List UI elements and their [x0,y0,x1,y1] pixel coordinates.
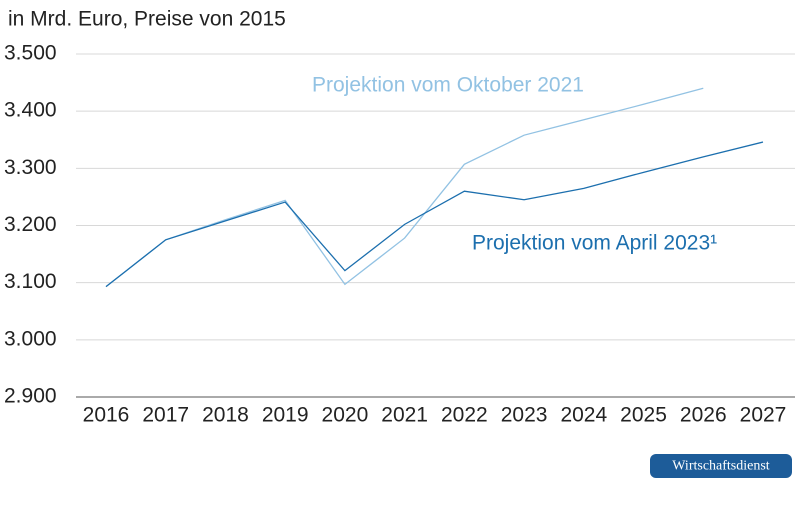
y-tick-label: 3.100 [4,270,57,293]
y-tick-label: 3.300 [4,156,57,179]
chart-subtitle: in Mrd. Euro, Preise von 2015 [8,8,286,31]
source-badge [650,454,792,478]
x-tick-label: 2020 [322,404,369,427]
y-tick-label: 2.900 [4,385,57,408]
x-tick-label: 2022 [441,404,488,427]
series-line [105,141,764,288]
x-tick-label: 2023 [501,404,548,427]
source: Wirtschaftsdienst [672,459,770,474]
x-tick-label: 2018 [202,404,249,427]
y-tick-label: 3.500 [4,42,57,65]
x-tick-label: 2027 [740,404,787,427]
y-tick-label: 3.400 [4,99,57,122]
x-tick-label: 2026 [680,404,727,427]
x-tick-label: 2021 [381,404,428,427]
x-tick-label: 2017 [142,404,189,427]
x-tick-label: 2019 [262,404,309,427]
x-tick-label: 2016 [83,404,130,427]
series-label: Projektion vom April 2023¹ [472,232,717,255]
x-tick-label: 2025 [620,404,667,427]
y-tick-label: 3.200 [4,213,57,236]
series-label: Projektion vom Oktober 2021 [312,74,584,97]
y-tick-label: 3.000 [4,327,57,350]
x-tick-label: 2024 [560,404,607,427]
series-line [105,87,704,288]
